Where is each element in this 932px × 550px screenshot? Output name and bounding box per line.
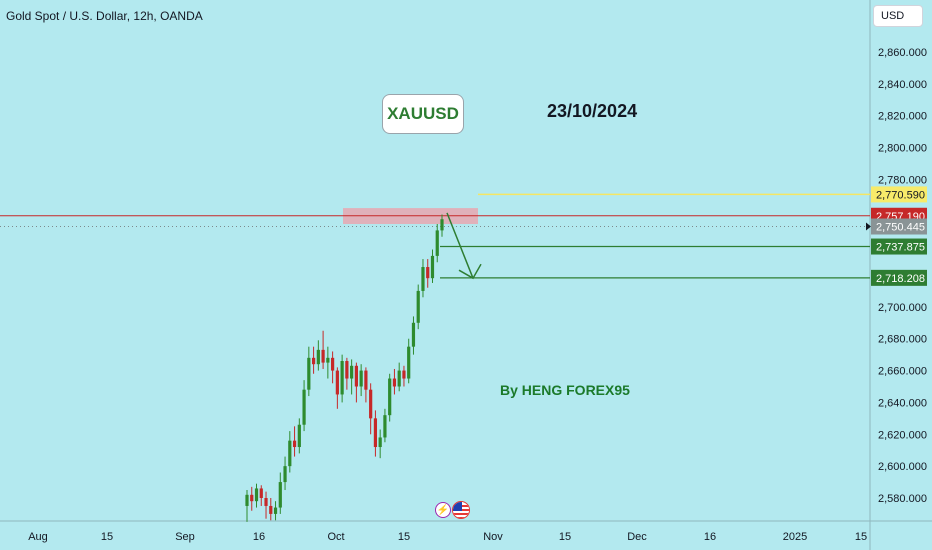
down-arrow-head — [458, 263, 482, 280]
candle-body[interactable] — [254, 488, 259, 502]
target-1-label: 2,737.875 — [876, 242, 925, 254]
y-tick-label: 2,780.000 — [878, 174, 927, 186]
x-tick-label: 16 — [253, 531, 265, 543]
y-tick-label: 2,620.000 — [878, 429, 927, 441]
candle-body[interactable] — [426, 267, 430, 279]
current-price-label: 2,750.445 — [876, 222, 925, 234]
candle-body[interactable] — [369, 389, 373, 419]
candle-body[interactable] — [397, 370, 401, 387]
candle-body[interactable] — [364, 370, 368, 390]
candle-body[interactable] — [278, 482, 282, 508]
y-tick-label: 2,820.000 — [878, 111, 927, 123]
candle-body[interactable] — [307, 357, 311, 390]
candle-body[interactable] — [245, 494, 249, 506]
down-arrow-shaft — [446, 212, 474, 279]
candle-body[interactable] — [250, 494, 254, 502]
lightning-icon[interactable]: ⚡ — [435, 502, 451, 518]
x-tick-label: Aug — [28, 531, 48, 543]
candle-body[interactable] — [354, 365, 358, 387]
candle-body[interactable] — [292, 440, 297, 448]
candle-body[interactable] — [335, 370, 339, 395]
candle-body[interactable] — [345, 361, 349, 379]
candle-body[interactable] — [331, 357, 335, 371]
current-price-marker — [866, 222, 871, 231]
candle-body[interactable] — [383, 415, 387, 438]
candle-body[interactable] — [402, 370, 406, 379]
candle-body[interactable] — [430, 255, 435, 279]
x-tick-label: 15 — [559, 531, 571, 543]
y-tick-label: 2,680.000 — [878, 334, 927, 346]
candle-body[interactable] — [407, 346, 411, 379]
candle-body[interactable] — [321, 349, 325, 363]
candle-body[interactable] — [311, 357, 316, 365]
candle-body[interactable] — [421, 267, 425, 291]
y-tick-label: 2,840.000 — [878, 79, 927, 91]
candle-body[interactable] — [435, 230, 439, 256]
currency-selector[interactable]: USD — [873, 5, 923, 27]
candle-body[interactable] — [288, 440, 292, 467]
x-tick-label: Sep — [175, 531, 195, 543]
candle-body[interactable] — [378, 437, 382, 448]
target-2-label: 2,718.208 — [876, 273, 925, 285]
symbol-badge: XAUUSD — [382, 94, 464, 134]
candle-body[interactable] — [388, 378, 392, 416]
candle-body[interactable] — [273, 507, 278, 514]
y-tick-label: 2,580.000 — [878, 493, 927, 505]
us-flag-icon[interactable] — [452, 501, 470, 519]
y-tick-label: 2,860.000 — [878, 47, 927, 59]
candle-body[interactable] — [326, 357, 330, 363]
x-tick-label: 2025 — [783, 531, 807, 543]
candle-body[interactable] — [264, 498, 268, 506]
author-annotation: By HENG FOREX95 — [500, 382, 630, 398]
x-tick-label: 15 — [101, 531, 113, 543]
candle-body[interactable] — [283, 466, 287, 483]
candle-body[interactable] — [350, 365, 354, 379]
candle-body[interactable] — [416, 290, 420, 323]
chart-title: Gold Spot / U.S. Dollar, 12h, OANDA — [6, 9, 203, 23]
candle-body[interactable] — [373, 418, 378, 448]
candle-body[interactable] — [269, 505, 273, 514]
x-tick-label: 16 — [704, 531, 716, 543]
candle-body[interactable] — [297, 424, 301, 448]
y-tick-label: 2,660.000 — [878, 366, 927, 378]
x-tick-label: 15 — [398, 531, 410, 543]
candle-body[interactable] — [440, 219, 444, 231]
yellow-level-label: 2,770.590 — [876, 189, 925, 201]
x-tick-label: 15 — [855, 531, 867, 543]
date-annotation: 23/10/2024 — [547, 101, 638, 121]
y-tick-label: 2,700.000 — [878, 302, 927, 314]
yellow-level-label-bg — [871, 186, 927, 203]
x-tick-label: Nov — [483, 531, 503, 543]
y-tick-label: 2,640.000 — [878, 397, 927, 409]
target-2-label-bg — [871, 269, 927, 286]
candle-body[interactable] — [411, 322, 416, 347]
candle-body[interactable] — [340, 361, 344, 395]
x-tick-label: Dec — [627, 531, 647, 543]
y-tick-label: 2,600.000 — [878, 461, 927, 473]
candle-body[interactable] — [259, 488, 263, 498]
y-tick-label: 2,800.000 — [878, 143, 927, 155]
current-price-label-bg — [871, 218, 927, 235]
candle-body[interactable] — [316, 349, 320, 365]
candle-body[interactable] — [359, 370, 363, 387]
candle-body[interactable] — [392, 378, 397, 387]
target-1-label-bg — [871, 238, 927, 255]
candle-body[interactable] — [302, 389, 306, 425]
x-tick-label: Oct — [327, 531, 344, 543]
